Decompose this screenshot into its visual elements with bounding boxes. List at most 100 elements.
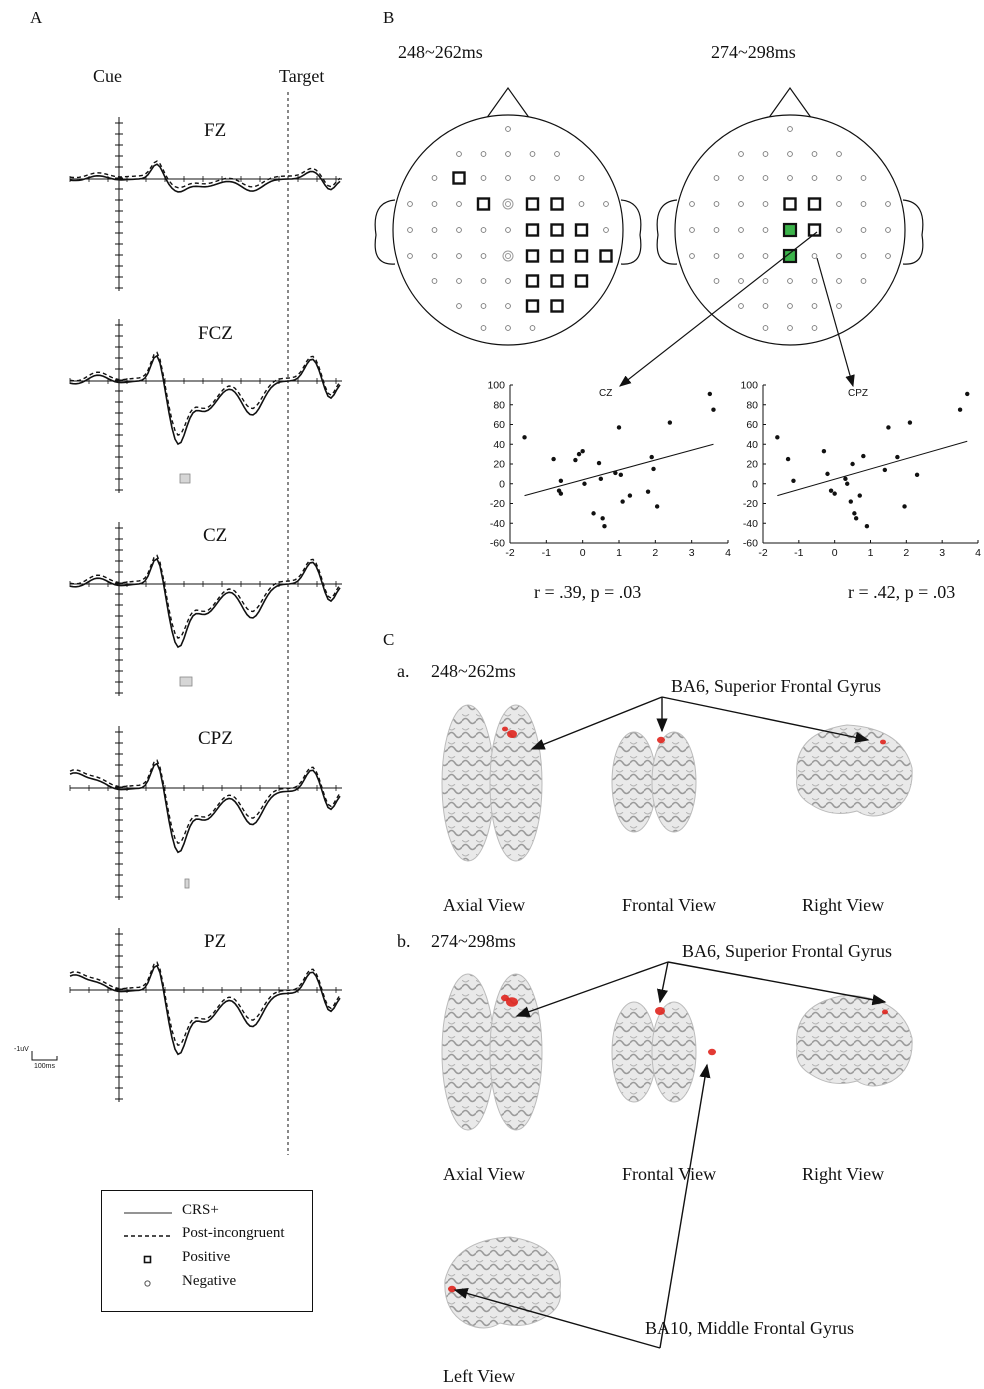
cpz-x-tick-label: 4 (975, 547, 981, 559)
annotation-arrow (515, 961, 669, 1018)
stat-right: r = .42, p = .03 (848, 582, 956, 602)
cpz-data-point (907, 420, 913, 425)
topo-left-electrode-negative (431, 175, 438, 181)
cpz-data-point (886, 425, 891, 430)
cpz-x-tick-label: -2 (758, 547, 767, 559)
axial-a-activation (502, 726, 508, 732)
view-label-left: Left View (443, 1366, 516, 1386)
topo-left-electrode-negative (480, 325, 487, 331)
topo-right-electrode-negative (713, 253, 720, 259)
cz-data-point (596, 460, 602, 466)
topo-left-electrode-positive (550, 249, 564, 263)
topo-right-electrode-negative (787, 303, 793, 309)
cpz-data-point (902, 504, 907, 509)
legend-item-positive: Positive (102, 1248, 312, 1270)
cz-data-point (600, 516, 605, 521)
topo-left-electrode-negative (480, 227, 487, 233)
topo-right-electrode-negative (762, 278, 769, 284)
topo-right-electrode-negative (860, 227, 867, 233)
cz-y-tick-label: 60 (493, 419, 505, 431)
topo-right-electrode-negative (787, 175, 793, 181)
ba6-label-b: BA6, Superior Frontal Gyrus (682, 941, 892, 961)
topo-left-electrode-negative (505, 126, 511, 132)
topo-left-electrode-positive (452, 171, 466, 185)
cz-x-tick-label: -2 (505, 547, 514, 559)
topo-left-electrode-negative (505, 303, 511, 309)
topo-right-electrode-negative (762, 303, 769, 309)
topo-right-nose (767, 86, 813, 120)
row-b-window: 274~298ms (431, 931, 516, 951)
topo-right-electrode-negative (885, 227, 891, 233)
topo-right-electrode-negative (738, 303, 744, 309)
topo-left-electrode-negative (480, 303, 487, 309)
right-b-hemisphere (796, 994, 913, 1087)
cz-data-point (580, 448, 585, 454)
topo-right-electrode-positive (783, 197, 797, 211)
frontal-b-right-lobe (651, 1001, 697, 1103)
topo-left-electrode-positive (574, 223, 589, 237)
significance-marker (179, 676, 193, 687)
significance-marker (179, 473, 191, 484)
topo-right-electrode-negative (689, 253, 695, 259)
frontal-b-activation (708, 1048, 716, 1056)
topo-left-electrode-negative (456, 151, 462, 157)
cpz-x-tick-label: 1 (868, 547, 874, 559)
topo-left-electrode-reference (505, 201, 511, 207)
topo-left-electrode-positive (525, 197, 540, 211)
topo-right-electrode-negative (738, 151, 744, 157)
topo-right-electrode-negative (762, 325, 769, 331)
topo-right-electrode-negative (811, 253, 818, 259)
annotation-arrow (530, 696, 663, 750)
topo-right-electrode-negative (762, 227, 769, 233)
cpz-fit-line (777, 440, 968, 497)
cpz-data-point (864, 524, 870, 529)
cpz-data-point (857, 493, 862, 498)
channel-label-fz: FZ (204, 120, 227, 141)
cpz-y-tick-label: 20 (746, 459, 758, 471)
legend-label-positive: Positive (182, 1249, 231, 1265)
cpz-data-point (895, 454, 900, 460)
topo-left-electrode-negative (603, 227, 609, 233)
cpz-data-point (882, 467, 888, 473)
topo-left-scalp (392, 114, 624, 346)
topo-right-electrode-negative (713, 201, 720, 207)
erp-trace-post-incongruent (69, 759, 341, 845)
cpz-data-point (775, 435, 780, 440)
topo-right-electrode-negative (836, 175, 842, 181)
cz-y-tick-label: 80 (493, 399, 505, 411)
axial-a-left-hemisphere (441, 704, 495, 862)
channel-label-pz: PZ (204, 931, 227, 952)
frontal-a-activation (657, 736, 665, 744)
axial-b-left-hemisphere (441, 973, 495, 1131)
cpz-data-point (853, 516, 859, 521)
axial-b-activation (506, 997, 518, 1007)
cpz-y-tick-label: 40 (746, 439, 758, 451)
topo-right-electrode-negative (885, 253, 891, 259)
ba10-label: BA10, Middle Frontal Gyrus (645, 1318, 854, 1338)
cpz-y-tick-label: 60 (746, 419, 758, 431)
cpz-data-point (850, 461, 855, 467)
topo-right-electrode-negative (713, 278, 720, 284)
topo-left-electrode-negative (554, 151, 560, 157)
topo-left-electrode-negative (480, 151, 487, 157)
topo-right-electrode-negative (811, 325, 818, 331)
erp-trace-crs (69, 163, 341, 193)
cpz-data-point (828, 488, 834, 493)
topo-right-electrode-negative (738, 253, 744, 259)
topo-right-electrode-negative (762, 175, 769, 181)
erp-trace-post-incongruent (69, 160, 341, 189)
legend-box: CRS+ Post-incongruent Positive Negative (101, 1190, 313, 1312)
topo-right-electrode-negative (787, 325, 793, 331)
topo-left-electrode-negative (505, 151, 511, 157)
topo-left-electrode-reference (502, 250, 514, 262)
topo-right-electrode-negative (860, 253, 867, 259)
topo-right-right-ear (902, 199, 924, 265)
topo-right-electrode-negative (836, 253, 842, 259)
cz-y-tick-label: 0 (499, 478, 505, 490)
topo-right-electrode-negative (811, 175, 818, 181)
topo-right-electrode-negative (836, 278, 842, 284)
erp-trace-crs (69, 354, 341, 446)
topo-right-electrode-negative (811, 278, 818, 284)
cpz-y-tick-label: -60 (743, 538, 758, 550)
